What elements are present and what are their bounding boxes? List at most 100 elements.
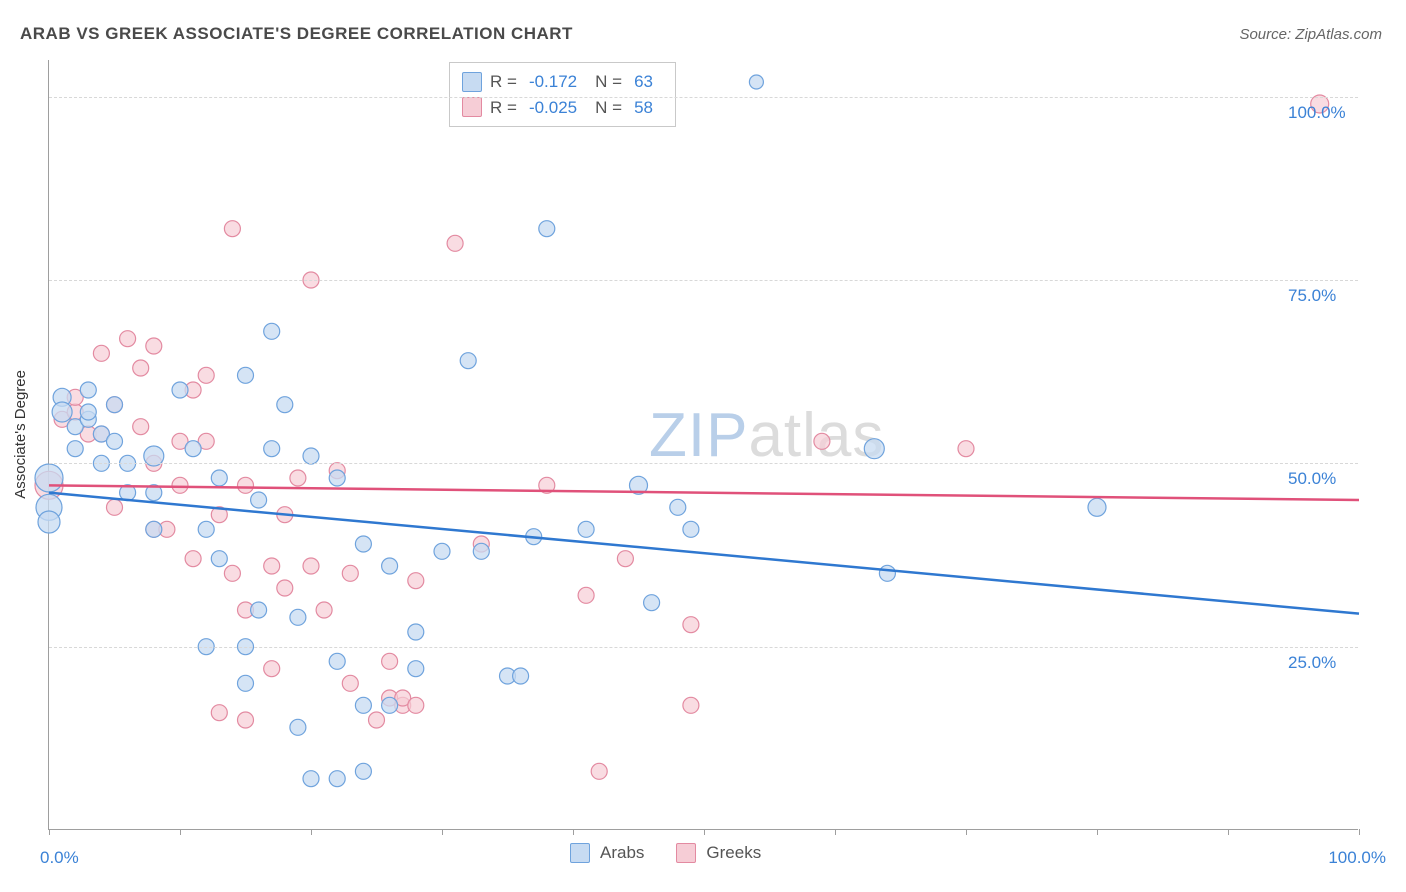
data-point-arabs xyxy=(38,511,60,533)
data-point-greeks xyxy=(958,441,974,457)
r-label: R = xyxy=(490,95,517,121)
legend-label-greeks: Greeks xyxy=(706,843,761,863)
data-point-greeks xyxy=(447,235,463,251)
data-point-greeks xyxy=(133,419,149,435)
data-point-arabs xyxy=(382,558,398,574)
legend-stats-row-arabs: R = -0.172 N = 63 xyxy=(462,69,663,95)
data-point-arabs xyxy=(251,602,267,618)
chart-title: ARAB VS GREEK ASSOCIATE'S DEGREE CORRELA… xyxy=(20,24,573,44)
data-point-arabs xyxy=(1088,498,1106,516)
x-tick-label-0: 0.0% xyxy=(40,848,79,868)
x-tick xyxy=(442,829,443,835)
data-point-arabs xyxy=(303,448,319,464)
data-point-greeks xyxy=(369,712,385,728)
data-point-arabs xyxy=(211,551,227,567)
data-point-greeks xyxy=(408,573,424,589)
data-point-greeks xyxy=(93,345,109,361)
data-point-greeks xyxy=(224,221,240,237)
data-point-arabs xyxy=(670,499,686,515)
source-label: Source: ZipAtlas.com xyxy=(1239,26,1382,43)
data-point-greeks xyxy=(198,367,214,383)
data-point-arabs xyxy=(329,653,345,669)
data-point-arabs xyxy=(211,470,227,486)
x-tick xyxy=(835,829,836,835)
data-point-arabs xyxy=(35,464,63,492)
x-tick xyxy=(966,829,967,835)
data-point-greeks xyxy=(146,338,162,354)
n-value-greeks: 58 xyxy=(634,95,653,121)
data-point-arabs xyxy=(80,382,96,398)
n-label: N = xyxy=(595,95,622,121)
data-point-arabs xyxy=(355,697,371,713)
gridline-h xyxy=(49,647,1358,648)
data-point-greeks xyxy=(133,360,149,376)
data-point-arabs xyxy=(146,521,162,537)
data-point-arabs xyxy=(539,221,555,237)
chart-svg xyxy=(49,60,1358,829)
data-point-arabs xyxy=(67,441,83,457)
data-point-greeks xyxy=(120,331,136,347)
data-point-greeks xyxy=(617,551,633,567)
data-point-arabs xyxy=(460,353,476,369)
data-point-arabs xyxy=(198,521,214,537)
y-tick-label: 50.0% xyxy=(1288,469,1336,489)
legend-series: Arabs Greeks xyxy=(570,843,761,863)
data-point-arabs xyxy=(172,382,188,398)
legend-label-arabs: Arabs xyxy=(600,843,644,863)
y-tick-label: 100.0% xyxy=(1288,103,1346,123)
gridline-h xyxy=(49,280,1358,281)
data-point-greeks xyxy=(814,433,830,449)
x-tick xyxy=(180,829,181,835)
data-point-greeks xyxy=(316,602,332,618)
data-point-arabs xyxy=(107,397,123,413)
data-point-arabs xyxy=(185,441,201,457)
n-label: N = xyxy=(595,69,622,95)
data-point-arabs xyxy=(408,624,424,640)
data-point-arabs xyxy=(329,470,345,486)
data-point-greeks xyxy=(277,580,293,596)
data-point-greeks xyxy=(683,617,699,633)
y-tick-label: 25.0% xyxy=(1288,653,1336,673)
legend-swatch-greeks-bottom xyxy=(676,843,696,863)
data-point-arabs xyxy=(264,323,280,339)
data-point-arabs xyxy=(644,595,660,611)
data-point-greeks xyxy=(185,551,201,567)
data-point-greeks xyxy=(578,587,594,603)
data-point-greeks xyxy=(238,477,254,493)
y-tick-label: 75.0% xyxy=(1288,286,1336,306)
data-point-arabs xyxy=(355,763,371,779)
y-axis-label: Associate's Degree xyxy=(12,370,29,499)
x-tick xyxy=(49,829,50,835)
data-point-greeks xyxy=(264,661,280,677)
data-point-arabs xyxy=(578,521,594,537)
x-tick xyxy=(311,829,312,835)
data-point-greeks xyxy=(224,565,240,581)
data-point-greeks xyxy=(591,763,607,779)
data-point-greeks xyxy=(342,675,358,691)
data-point-arabs xyxy=(264,441,280,457)
legend-stats-row-greeks: R = -0.025 N = 58 xyxy=(462,95,663,121)
data-point-arabs xyxy=(434,543,450,559)
data-point-greeks xyxy=(683,697,699,713)
data-point-arabs xyxy=(408,661,424,677)
legend-swatch-arabs-bottom xyxy=(570,843,590,863)
data-point-greeks xyxy=(382,653,398,669)
data-point-arabs xyxy=(303,771,319,787)
x-tick xyxy=(704,829,705,835)
data-point-arabs xyxy=(382,697,398,713)
data-point-greeks xyxy=(408,697,424,713)
data-point-arabs xyxy=(52,402,72,422)
data-point-greeks xyxy=(303,558,319,574)
legend-swatch-greeks xyxy=(462,97,482,117)
x-tick xyxy=(1228,829,1229,835)
data-point-arabs xyxy=(277,397,293,413)
data-point-greeks xyxy=(107,499,123,515)
trendline-arabs xyxy=(49,493,1359,614)
data-point-greeks xyxy=(238,712,254,728)
plot-area: ZIPatlas R = -0.172 N = 63 R = -0.025 N … xyxy=(48,60,1358,830)
data-point-greeks xyxy=(342,565,358,581)
data-point-arabs xyxy=(251,492,267,508)
data-point-arabs xyxy=(290,719,306,735)
data-point-arabs xyxy=(864,439,884,459)
data-point-arabs xyxy=(513,668,529,684)
